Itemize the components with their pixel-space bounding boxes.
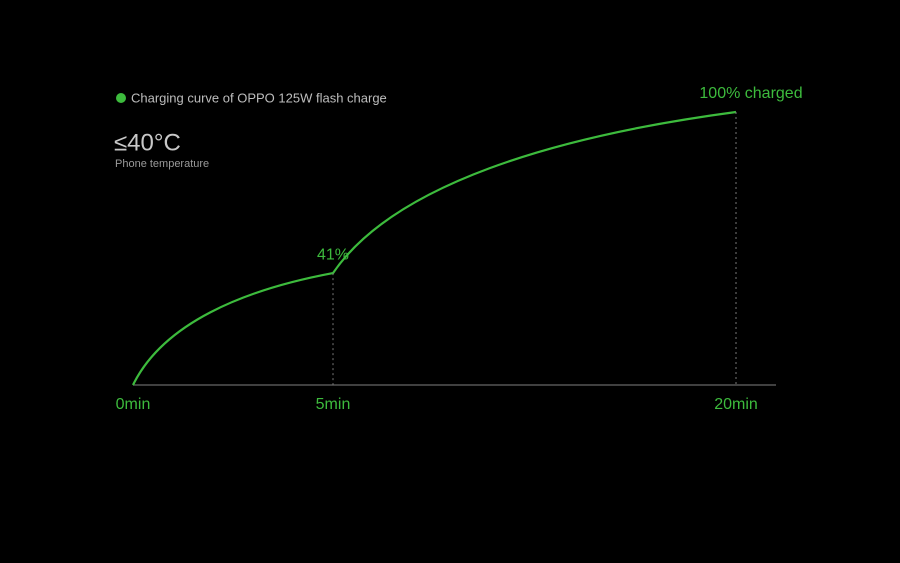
- temperature: ≤40°C: [114, 129, 181, 156]
- legend-marker: [116, 93, 126, 103]
- legend-label: Charging curve of OPPO 125W flash charge: [131, 90, 387, 105]
- value-label: 100% charged: [699, 85, 802, 102]
- value-label: 41%: [317, 246, 349, 263]
- x-tick-label: 5min: [316, 396, 351, 413]
- charging-curve: [132, 110, 737, 386]
- x-tick-label: 20min: [714, 396, 758, 413]
- x-tick-label: 0min: [116, 396, 151, 413]
- temperature-caption: Phone temperature: [115, 158, 209, 170]
